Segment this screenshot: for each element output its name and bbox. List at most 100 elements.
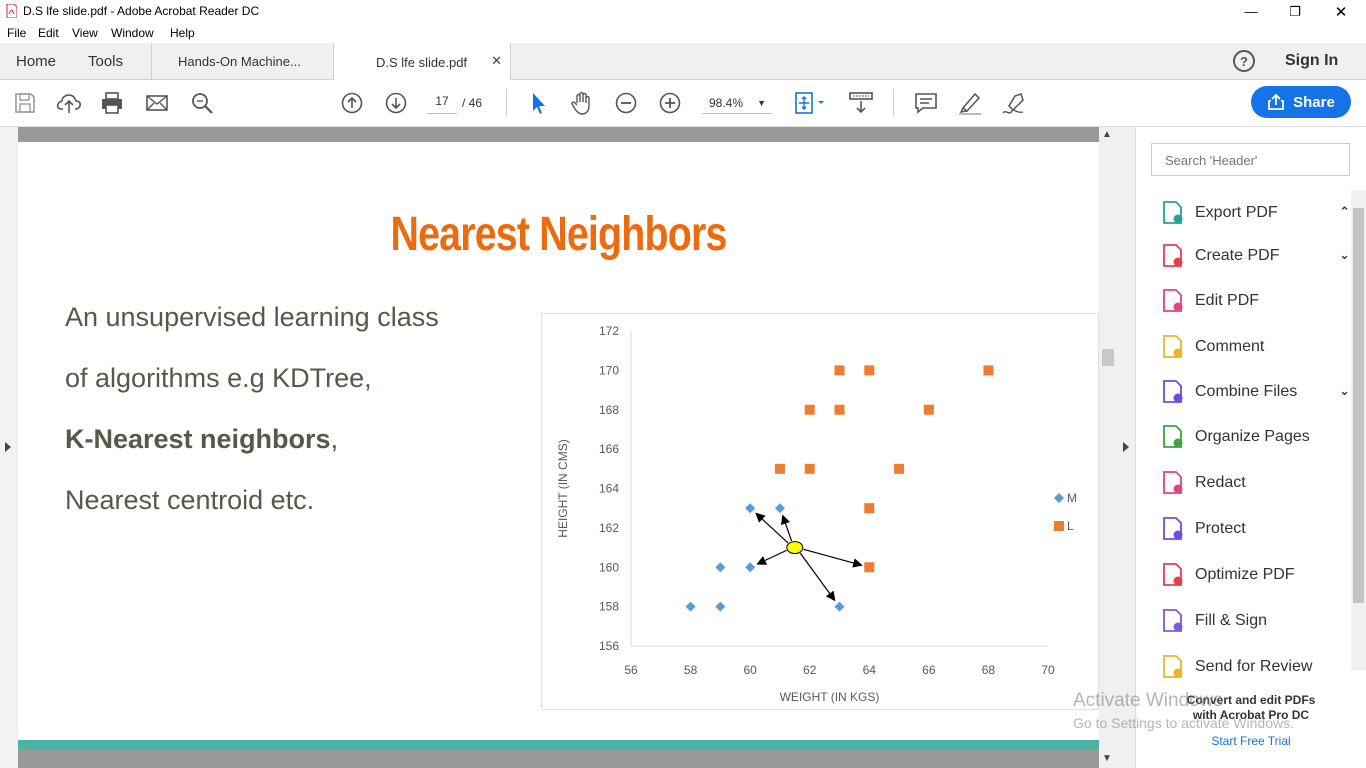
- data-point-l: [864, 365, 875, 376]
- side-panel-scrollbar[interactable]: [1351, 190, 1366, 670]
- menu-file[interactable]: File: [7, 26, 27, 40]
- sign-in-button[interactable]: Sign In: [1285, 52, 1339, 69]
- menu-window[interactable]: Window: [111, 26, 154, 40]
- maximize-button[interactable]: ❐: [1289, 3, 1301, 19]
- tool-fill-sign[interactable]: Fill & Sign: [1160, 606, 1340, 636]
- select-cursor-icon[interactable]: [525, 90, 551, 116]
- share-label: Share: [1293, 93, 1335, 111]
- y-tick-label: 172: [599, 324, 619, 338]
- y-tick-label: 162: [599, 521, 619, 535]
- upload-icon[interactable]: [56, 90, 82, 116]
- neighbor-arrow: [756, 549, 787, 565]
- fill-sign-icon: [1160, 608, 1186, 634]
- y-tick-label: 170: [599, 363, 619, 377]
- side-scrollbar-thumb[interactable]: [1353, 208, 1364, 603]
- tool-label: Protect: [1195, 520, 1246, 537]
- data-point-l: [834, 404, 845, 415]
- chevron-down-icon[interactable]: ⌄: [1339, 383, 1350, 398]
- start-free-trial-link[interactable]: Start Free Trial: [1211, 734, 1291, 748]
- left-panel-toggle-icon[interactable]: [5, 442, 11, 452]
- previous-page-edge: [18, 127, 1099, 142]
- data-point-l: [894, 463, 905, 474]
- tool-label: Export PDF: [1195, 204, 1278, 221]
- scroll-mode-icon[interactable]: [848, 90, 874, 116]
- tool-combine-files[interactable]: Combine Files ⌄: [1160, 377, 1350, 407]
- comment-icon[interactable]: [913, 90, 939, 116]
- highlight-icon[interactable]: [957, 90, 983, 116]
- optimize-pdf-icon: [1160, 562, 1186, 588]
- close-window-button[interactable]: ✕: [1334, 3, 1348, 21]
- save-icon[interactable]: [12, 90, 38, 116]
- acrobat-app-icon: [6, 4, 17, 18]
- prev-page-icon[interactable]: [339, 90, 365, 116]
- activation-watermark-subtitle: Go to Settings to activate Windows.: [1073, 715, 1294, 731]
- x-tick-label: 66: [922, 663, 936, 677]
- zoom-dropdown[interactable]: 98.4% ▼: [702, 94, 772, 114]
- data-point-l: [804, 463, 815, 474]
- edit-pdf-icon: [1160, 288, 1186, 314]
- chevron-up-icon[interactable]: ⌃: [1339, 204, 1350, 219]
- pdf-page: Nearest Neighbors An unsupervised learni…: [18, 142, 1099, 768]
- chevron-down-icon[interactable]: ⌄: [1339, 247, 1350, 262]
- search-icon[interactable]: [189, 90, 215, 116]
- data-point-m: [715, 562, 726, 573]
- next-page-icon[interactable]: [383, 90, 409, 116]
- tab-tools[interactable]: Tools: [88, 53, 124, 70]
- tab-document-hands-on[interactable]: Hands-On Machine...: [151, 43, 333, 80]
- page-total: / 46: [462, 96, 483, 110]
- query-point: [786, 541, 804, 555]
- data-point-l: [923, 404, 934, 415]
- menu-view[interactable]: View: [72, 26, 98, 40]
- tools-search-input[interactable]: Search 'Header': [1151, 143, 1350, 176]
- tool-optimize-pdf[interactable]: Optimize PDF: [1160, 560, 1340, 590]
- protect-icon: [1160, 516, 1186, 542]
- scatter-chart-svg: 156 158 160 162 164 166 168 170 172 56 58 60 62 64 66 6…: [541, 313, 1099, 710]
- tool-label: Fill & Sign: [1195, 612, 1268, 629]
- legend-label-l: L: [1067, 519, 1074, 533]
- menu-help[interactable]: Help: [170, 26, 195, 40]
- menu-bar: File Edit View Window Help: [0, 23, 1366, 43]
- next-page-edge: [18, 750, 1099, 768]
- y-tick-label: 156: [599, 639, 619, 653]
- document-scrollbar[interactable]: ▲ ▼: [1099, 127, 1117, 768]
- print-icon[interactable]: [99, 90, 125, 116]
- scroll-down-icon[interactable]: ▼: [1102, 753, 1112, 764]
- share-button[interactable]: Share: [1251, 86, 1351, 118]
- tool-protect[interactable]: Protect: [1160, 514, 1340, 544]
- scrollbar-thumb[interactable]: [1102, 349, 1114, 366]
- tool-organize-pages[interactable]: Organize Pages: [1160, 422, 1340, 452]
- tool-export-pdf[interactable]: Export PDF ⌃: [1160, 198, 1350, 228]
- data-point-m: [745, 562, 756, 573]
- zoom-out-icon[interactable]: [613, 90, 639, 116]
- tool-redact[interactable]: Redact: [1160, 468, 1340, 498]
- hand-icon[interactable]: [569, 90, 595, 116]
- data-point-m: [834, 601, 845, 612]
- minimize-button[interactable]: —: [1244, 4, 1258, 19]
- menu-edit[interactable]: Edit: [38, 26, 59, 40]
- tab-document-ds-slide[interactable]: D.S lfe slide.pdf ✕: [333, 43, 511, 81]
- tool-create-pdf[interactable]: Create PDF ⌄: [1160, 241, 1350, 271]
- x-tick-label: 56: [624, 663, 638, 677]
- tool-send-review[interactable]: Send for Review: [1160, 652, 1340, 682]
- email-icon[interactable]: [144, 90, 170, 116]
- tab-close-icon[interactable]: ✕: [491, 53, 502, 68]
- scroll-up-icon[interactable]: ▲: [1102, 129, 1112, 140]
- help-icon[interactable]: ?: [1233, 50, 1255, 72]
- tools-side-panel: Search 'Header' Export PDF ⌃ Create PDF ⌄ Ed…: [1136, 127, 1366, 768]
- tool-edit-pdf[interactable]: Edit PDF: [1160, 286, 1340, 316]
- y-tick-label: 164: [599, 482, 619, 496]
- page-number-input[interactable]: 17: [427, 94, 457, 114]
- zoom-in-icon[interactable]: [657, 90, 683, 116]
- tool-comment-tool[interactable]: Comment: [1160, 332, 1340, 362]
- document-viewer[interactable]: Nearest Neighbors An unsupervised learni…: [0, 127, 1136, 768]
- tab-home[interactable]: Home: [16, 53, 57, 70]
- x-tick-label: 64: [863, 663, 877, 677]
- y-tick-label: 158: [599, 600, 619, 614]
- chart-frame: [541, 313, 1099, 710]
- comment-tool-icon: [1160, 334, 1186, 360]
- sign-icon[interactable]: [1001, 90, 1027, 116]
- right-panel-toggle-icon[interactable]: [1123, 442, 1129, 452]
- share-icon: [1268, 93, 1285, 110]
- fit-page-icon[interactable]: [793, 90, 829, 116]
- tab-document-label: D.S lfe slide.pdf: [376, 54, 468, 70]
